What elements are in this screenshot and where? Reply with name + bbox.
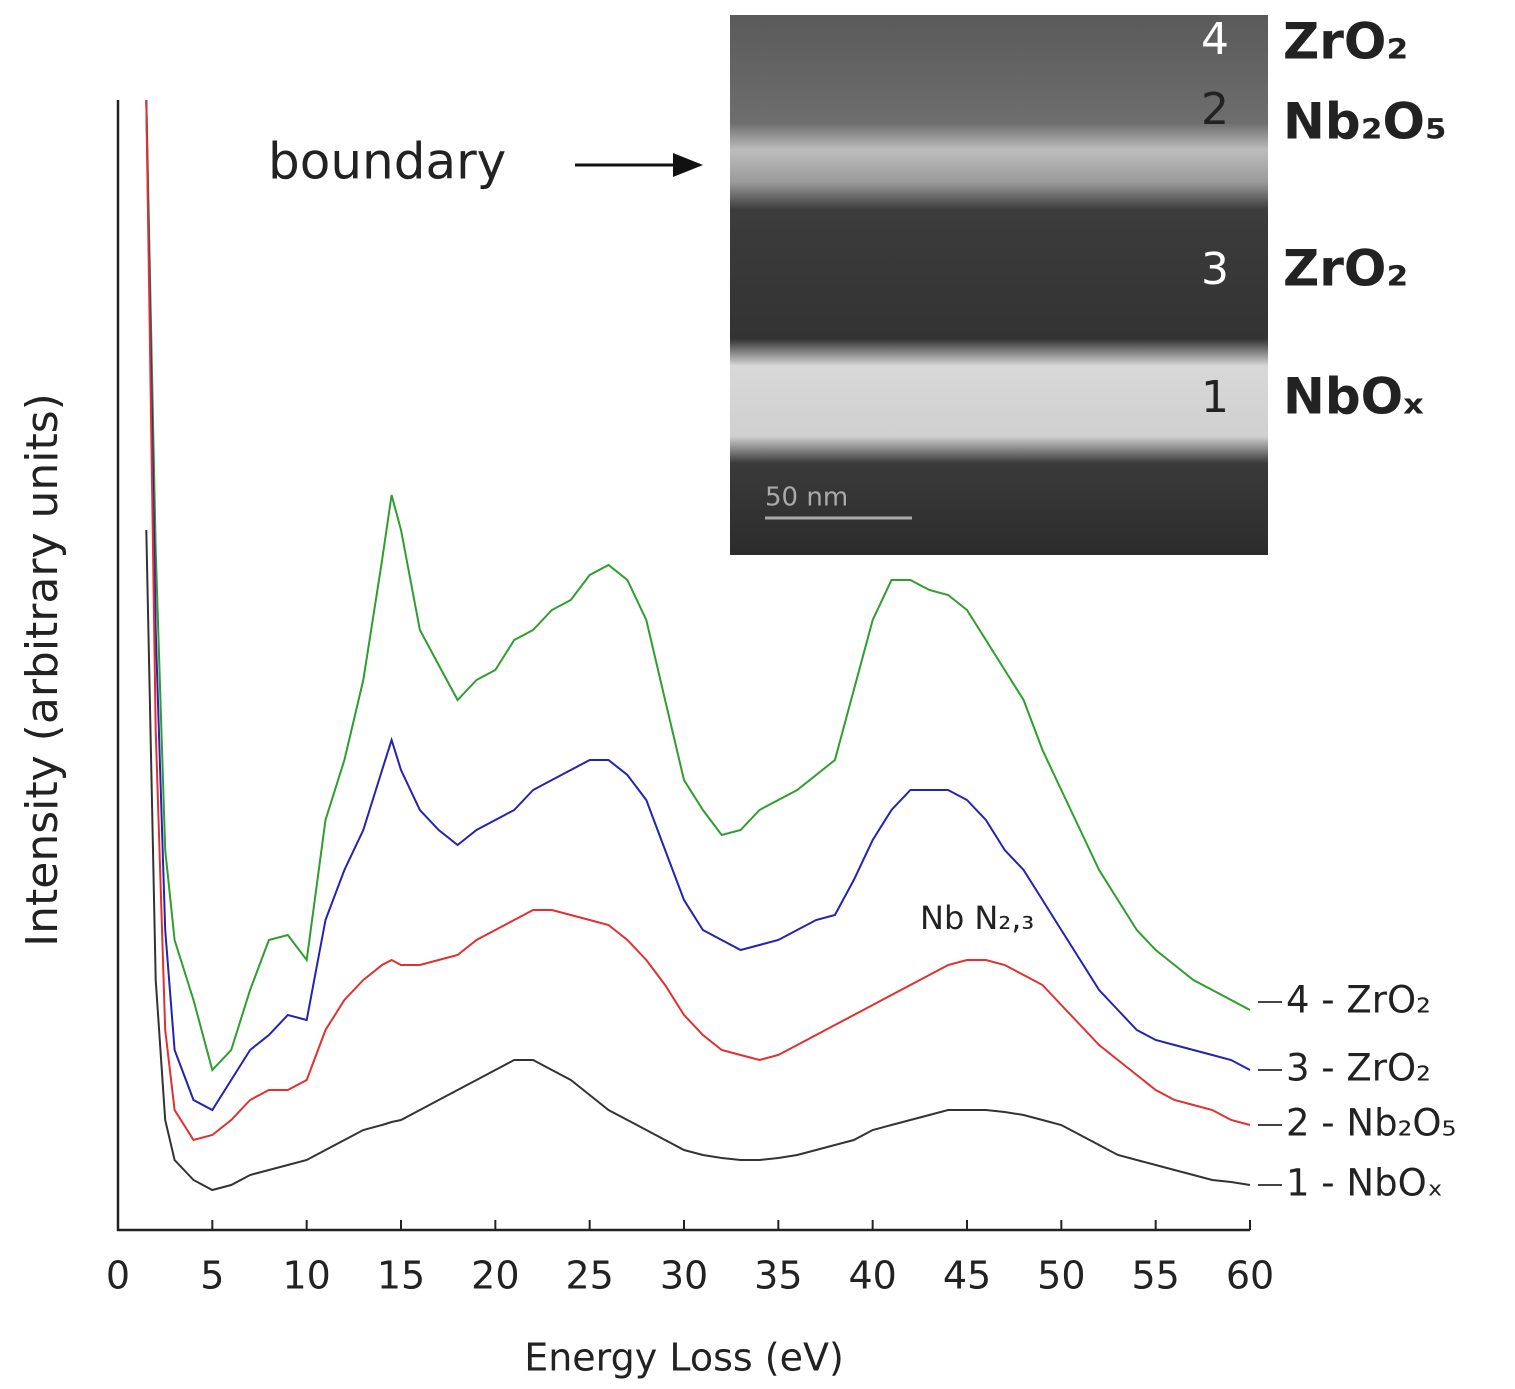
x-tick-label: 40	[848, 1254, 896, 1298]
x-tick-label: 20	[471, 1254, 519, 1298]
legend-label: 1 - NbOₓ	[1286, 1162, 1443, 1205]
x-tick-label: 60	[1226, 1254, 1274, 1298]
y-axis-label: Intensity (arbitrary units)	[17, 393, 68, 947]
x-tick-label: 50	[1037, 1254, 1085, 1298]
x-tick-label: 0	[106, 1254, 130, 1298]
series-line	[146, 530, 1250, 1190]
layer-number: 2	[1201, 84, 1229, 135]
annotation: boundary	[268, 133, 506, 191]
x-tick-label: 45	[943, 1254, 991, 1298]
x-tick-label: 55	[1131, 1254, 1179, 1298]
layer-label: ZrO₂	[1283, 240, 1408, 298]
x-tick-label: 25	[565, 1254, 613, 1298]
legend-label: 4 - ZrO₂	[1286, 979, 1431, 1022]
x-tick-label: 35	[754, 1254, 802, 1298]
inset-image	[730, 15, 1268, 555]
legend-label: 2 - Nb₂O₅	[1286, 1102, 1456, 1145]
legend-label: 3 - ZrO₂	[1286, 1047, 1431, 1090]
chart: 50 nm 4 2 3 1 ZrO₂ Nb₂O₅ ZrO₂ NbOₓ bound…	[0, 0, 1515, 1389]
layer-label: ZrO₂	[1283, 13, 1408, 71]
x-tick-label: 30	[660, 1254, 708, 1298]
x-tick-label: 10	[282, 1254, 330, 1298]
layer-number: 4	[1201, 14, 1229, 65]
layer-label: NbOₓ	[1283, 368, 1424, 426]
layer-number: 3	[1201, 244, 1229, 295]
x-tick-label: 5	[200, 1254, 224, 1298]
annotation: Nb N₂,₃	[920, 899, 1034, 937]
x-axis-label: Energy Loss (eV)	[524, 1336, 844, 1380]
x-tick-label: 15	[377, 1254, 425, 1298]
layer-number: 1	[1201, 372, 1229, 423]
scale-bar-label: 50 nm	[765, 483, 848, 513]
layer-label: Nb₂O₅	[1283, 93, 1447, 151]
